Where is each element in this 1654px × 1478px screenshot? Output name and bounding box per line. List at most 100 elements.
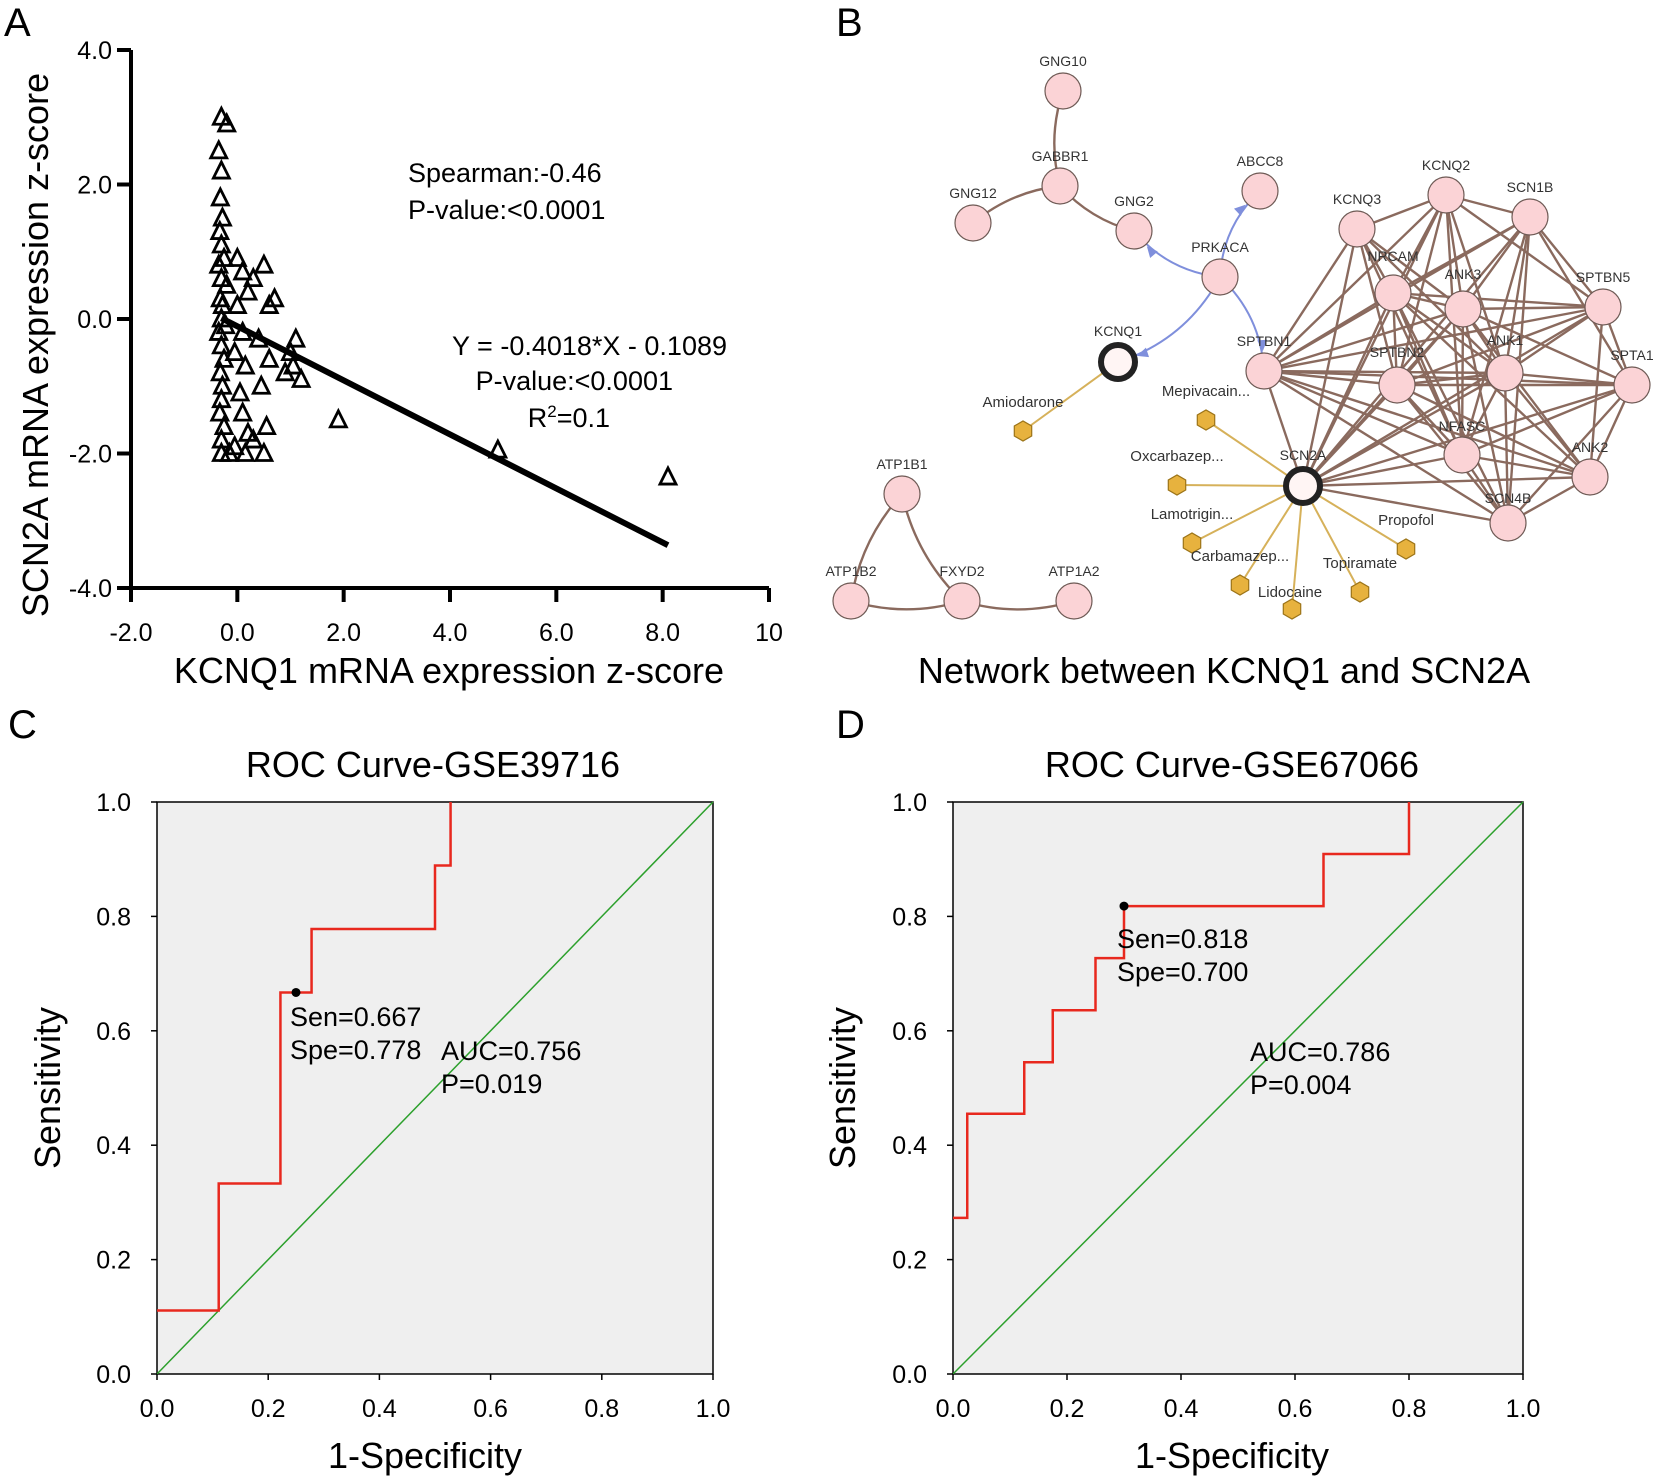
roc-d-y-tick-label: 1.0 xyxy=(892,789,927,817)
drug-node-shape xyxy=(1350,581,1370,603)
network-edge xyxy=(1462,307,1633,387)
gene-node-shape xyxy=(1338,210,1376,248)
network-caption: Network between KCNQ1 and SCN2A xyxy=(918,650,1530,691)
network-node-atp1a2: ATP1A2 xyxy=(1048,563,1100,620)
network-edge xyxy=(1302,453,1463,488)
network-node-scn4b: SCN4B xyxy=(1485,490,1532,542)
network-edge xyxy=(1461,453,1591,479)
scatter-points xyxy=(208,105,679,486)
roc-c-title: ROC Curve-GSE39716 xyxy=(246,744,620,785)
network-edge xyxy=(1302,485,1361,593)
gene-node-shape xyxy=(1041,167,1079,205)
scatter-y-tick-label: 4.0 xyxy=(77,37,112,65)
network-node-label: Carbamazep... xyxy=(1191,548,1289,565)
roc-c-p-label: P=0.019 xyxy=(441,1069,542,1099)
network-node-kcnq3: KCNQ3 xyxy=(1333,191,1381,248)
network-node-carbamazepine: Carbamazep... xyxy=(1191,548,1289,596)
network-node-label: KCNQ3 xyxy=(1333,191,1381,207)
network-node-scn1b: SCN1B xyxy=(1507,179,1553,236)
roc-panel-gse39716: 0.0 0.2 0.4 0.6 0.8 1.0 1.0 0.8 0.6 0.4 0.2 0.0 Sen… xyxy=(27,744,730,1476)
scatter-x-tick-label: 0.0 xyxy=(220,619,255,647)
network-edge xyxy=(1503,216,1532,374)
network-edge xyxy=(1460,216,1532,456)
network-node-label: SCN2A xyxy=(1280,447,1327,463)
scatter-y-axis-title: SCN2A mRNA expression z-score xyxy=(15,73,56,617)
scatter-y-tick-label: -2.0 xyxy=(69,441,112,469)
gene-node-shape xyxy=(1571,458,1609,496)
network-node-label: ATP1B1 xyxy=(876,456,927,472)
network-edge xyxy=(1191,485,1304,544)
network-edge xyxy=(1461,308,1510,524)
network-panel: GNG10 GABBR1 GNG12 GNG2 ABCC8 PRKACA KCNQ1 KCNQ… xyxy=(825,53,1653,691)
roc-d-y-tick-label: 0.0 xyxy=(892,1361,927,1389)
network-edge xyxy=(1462,216,1531,310)
gene-node-shape xyxy=(1427,176,1465,214)
network-node-gng2: GNG2 xyxy=(1114,193,1154,250)
network-edge xyxy=(1392,292,1506,374)
roc-c-x-tick-label: 0.2 xyxy=(251,1395,286,1423)
roc-d-y-tick-label: 0.4 xyxy=(892,1132,927,1160)
gene-node-shape xyxy=(1444,290,1482,328)
scatter-y-tick-label: -4.0 xyxy=(69,575,112,603)
scatter-y-tick-label: 2.0 xyxy=(77,172,112,200)
query-node-shape xyxy=(1283,466,1323,506)
scatter-x-tick-label: 8.0 xyxy=(645,619,680,647)
network-node-label: NRCAM xyxy=(1367,248,1418,264)
scatter-point xyxy=(216,111,237,133)
network-node-label: Lamotrigin... xyxy=(1151,506,1234,523)
network-edge xyxy=(1263,369,1463,457)
roc-d-diagonal xyxy=(952,801,1524,1375)
regression-p-label: P-value:<0.0001 xyxy=(476,366,673,396)
network-node-sptbn5: SPTBN5 xyxy=(1576,269,1631,326)
network-edge xyxy=(1395,194,1448,386)
scatter-point xyxy=(210,185,231,207)
gene-node-shape xyxy=(883,475,921,513)
network-node-topiramate: Topiramate xyxy=(1323,555,1397,603)
scatter-axis-ticks: -2.0 0.0 2.0 4.0 6.0 8.0 10 4.0 2.0 0.0 -2.0 -4.0 xyxy=(69,37,783,647)
gene-node-shape xyxy=(832,582,870,620)
network-edge xyxy=(1392,215,1531,295)
panel-letter-b: B xyxy=(836,1,863,45)
network-node-label: Mepivacain... xyxy=(1162,383,1250,400)
panel-letter-d: D xyxy=(836,703,865,747)
scatter-point xyxy=(250,374,272,395)
network-edge xyxy=(1504,371,1633,387)
gene-node-shape xyxy=(1489,504,1527,542)
network-node-kcnq1: KCNQ1 xyxy=(1094,323,1142,382)
network-edge xyxy=(1507,384,1633,524)
network-edge xyxy=(1529,216,1604,308)
network-edge xyxy=(1391,292,1510,524)
network-node-label: KCNQ1 xyxy=(1094,323,1142,339)
network-node-label: SPTBN1 xyxy=(1237,333,1292,349)
scatter-x-tick-label: 6.0 xyxy=(539,619,574,647)
roc-c-x-axis-title: 1-Specificity xyxy=(328,1435,522,1476)
network-edge xyxy=(1263,305,1604,373)
drug-node-shape xyxy=(1196,409,1216,431)
network-edge xyxy=(1302,305,1604,488)
network-node-label: SPTBN2 xyxy=(1370,344,1425,360)
network-node-label: SCN4B xyxy=(1485,490,1532,506)
network-node-label: FXYD2 xyxy=(939,563,984,579)
gene-node-shape xyxy=(1486,354,1524,392)
scatter-point xyxy=(211,158,232,180)
roc-c-y-axis-title: Sensitivity xyxy=(27,1007,68,1169)
gene-node-shape xyxy=(954,204,992,242)
scatter-point xyxy=(243,266,264,288)
scatter-x-tick-label: 10 xyxy=(755,619,783,647)
r-squared-label: R2=0.1 xyxy=(528,402,610,433)
network-edge xyxy=(1302,485,1407,550)
roc-d-title: ROC Curve-GSE67066 xyxy=(1045,744,1419,785)
network-edge-arrowhead xyxy=(1257,339,1268,352)
network-edge xyxy=(1302,484,1509,525)
gene-node-shape xyxy=(943,582,981,620)
network-node-ank3: ANK3 xyxy=(1444,266,1482,328)
network-node-label: SPTBN5 xyxy=(1576,269,1631,285)
network-node-label: NFASC xyxy=(1439,418,1486,434)
scatter-point xyxy=(253,441,275,462)
roc-c-y-tick-label: 0.4 xyxy=(96,1132,131,1160)
network-node-lamotrigine: Lamotrigin... xyxy=(1151,506,1234,554)
scatter-point xyxy=(253,253,275,274)
scatter-x-tick-label: 2.0 xyxy=(326,619,361,647)
network-edge xyxy=(1588,306,1605,478)
